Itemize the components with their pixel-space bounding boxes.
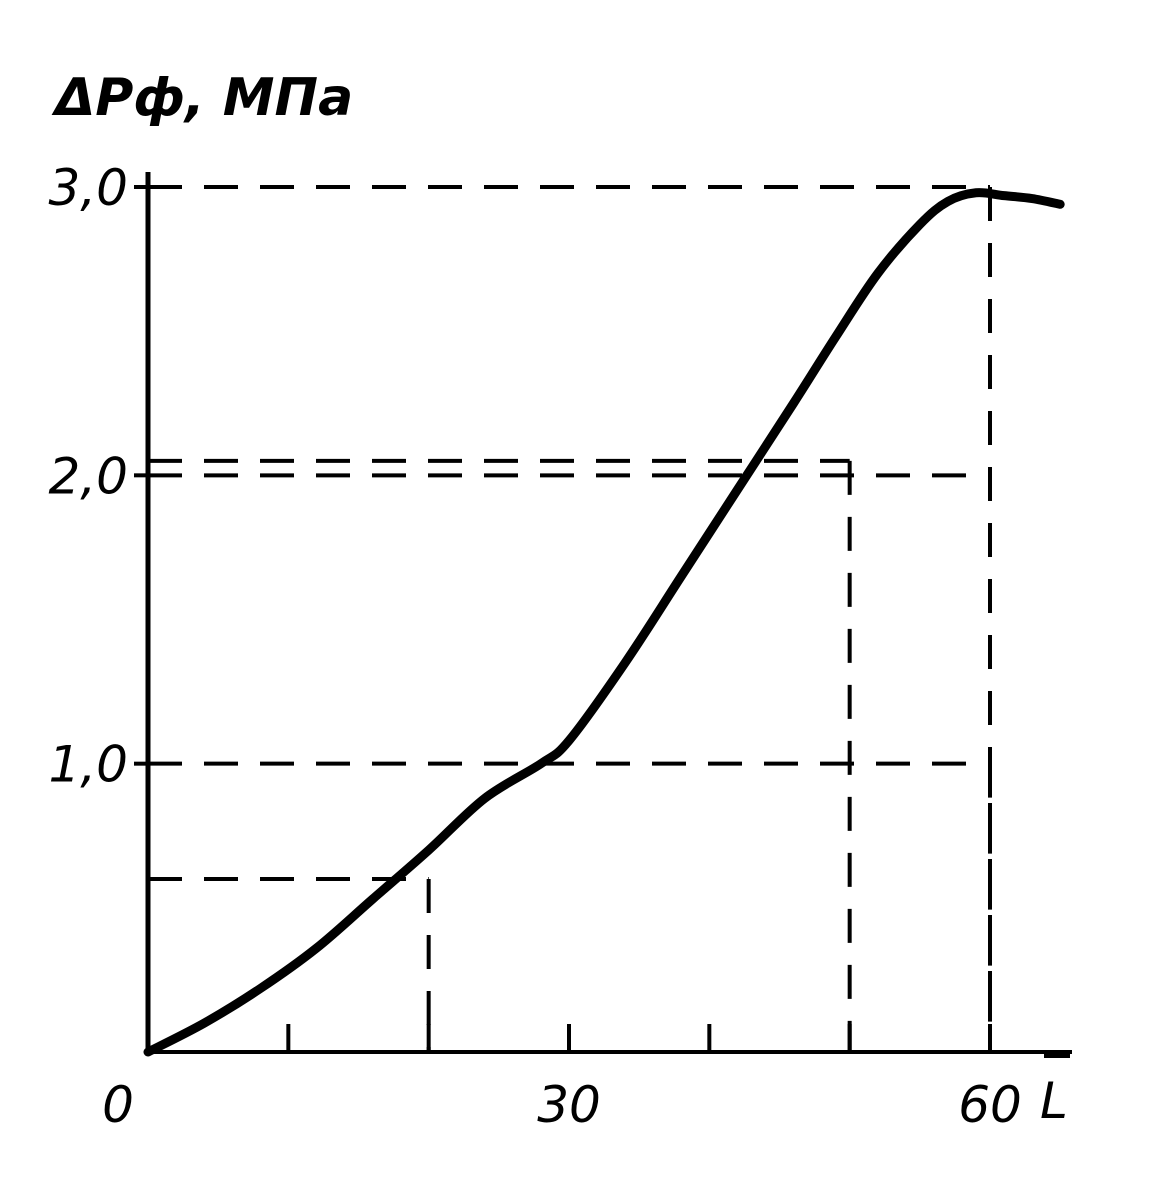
tick-labels: 1,0 2,0 3,0 0 30 60 (48, 159, 1021, 1134)
x-tick-label: 30 (537, 1076, 601, 1134)
y-tick-label: 3,0 (48, 159, 128, 217)
y-tick-label: 2,0 (48, 447, 128, 505)
axes (134, 172, 1072, 1054)
series-line (143, 188, 1065, 1057)
y-tick-label: 1,0 (48, 736, 128, 794)
y-axis-label: ΔPф, МПа (51, 68, 353, 128)
series (143, 188, 1065, 1057)
x-tick-label: 60 (958, 1076, 1022, 1134)
guide-lines (148, 185, 992, 1052)
x-axis-label: L (1040, 1072, 1068, 1130)
x-tick-label: 0 (102, 1076, 134, 1134)
